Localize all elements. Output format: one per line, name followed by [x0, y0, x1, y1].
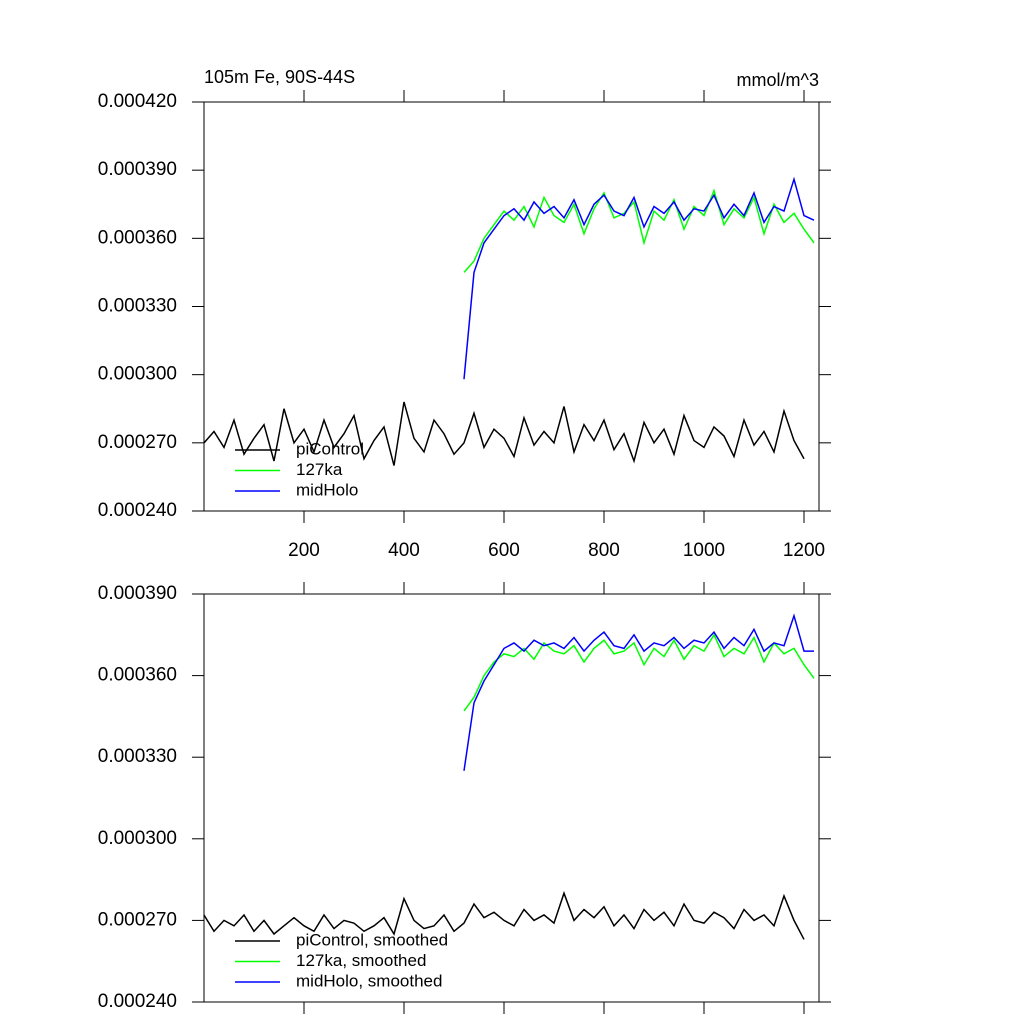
x-tick-label: 800: [588, 540, 620, 561]
units-label: mmol/m^3: [737, 70, 819, 90]
y-tick-label: 0.000330: [98, 746, 177, 767]
y-tick-label: 0.000240: [98, 500, 177, 521]
series-line: [463, 188, 815, 273]
y-tick-label: 0.000390: [98, 583, 177, 604]
legend-label: 127ka, smoothed: [296, 951, 426, 970]
x-tick-label: 1200: [783, 540, 825, 561]
x-tick-label: 400: [388, 540, 420, 561]
y-tick-label: 0.000390: [98, 159, 177, 180]
legend-label: piControl, smoothed: [296, 930, 448, 949]
y-tick-label: 0.000300: [98, 364, 177, 385]
x-tick-label: 200: [288, 540, 320, 561]
series-line: [203, 890, 805, 940]
legend-label: midHolo: [296, 480, 358, 499]
y-tick-label: 0.000420: [98, 91, 177, 112]
y-tick-label: 0.000360: [98, 227, 177, 248]
plot-frame: [203, 593, 820, 1003]
chart-title: 105m Fe, 90S-44S: [204, 67, 355, 87]
legend-label: midHolo, smoothed: [296, 971, 442, 990]
x-tick-label: 600: [488, 540, 520, 561]
y-tick-label: 0.000240: [98, 991, 177, 1012]
y-tick-label: 0.000270: [98, 909, 177, 930]
series-line: [463, 176, 815, 380]
legend-label: 127ka: [296, 460, 343, 479]
x-tick-label: 1000: [683, 540, 725, 561]
series-line: [463, 613, 814, 771]
series-line: [203, 401, 805, 466]
y-tick-label: 0.000330: [98, 296, 177, 317]
y-tick-label: 0.000360: [98, 665, 177, 686]
y-tick-label: 0.000270: [98, 432, 177, 453]
y-tick-label: 0.000300: [98, 828, 177, 849]
legend-label: piControl: [296, 439, 364, 458]
